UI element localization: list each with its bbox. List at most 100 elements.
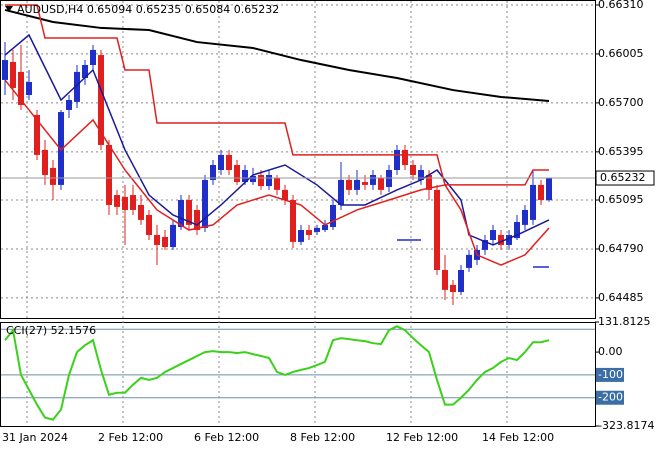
level-box: [596, 390, 624, 405]
candle-body: [202, 179, 208, 228]
candle-body: [506, 235, 512, 245]
candle-body: [538, 184, 544, 201]
y-tick-label: 131.8125: [598, 315, 651, 328]
candle-body: [330, 204, 336, 227]
candle-body: [98, 55, 104, 145]
y-tick-label: 0.65395: [598, 145, 644, 158]
candle-body: [442, 270, 448, 290]
candle-body: [362, 182, 368, 185]
candle-body: [42, 149, 48, 175]
candle-body: [18, 71, 24, 105]
candle-body: [434, 189, 440, 271]
candle-body: [162, 236, 168, 248]
x-tick-label: 6 Feb 12:00: [194, 431, 259, 444]
candle-body: [210, 165, 216, 180]
level-box: [596, 367, 624, 382]
indicator-line: [397, 239, 549, 268]
y-tick-label: 0.66005: [598, 47, 644, 60]
indicator-line: [4, 8, 550, 102]
candle-body: [122, 196, 128, 210]
candle-body: [418, 169, 424, 180]
candle-body: [514, 222, 520, 239]
candle-body: [194, 209, 200, 231]
candle-body: [58, 112, 64, 185]
candle-body: [90, 49, 96, 66]
candle-body: [546, 178, 552, 201]
candle-body: [410, 165, 416, 175]
y-tick-label: -323.8174: [598, 419, 654, 432]
candle-body: [234, 165, 240, 183]
x-tick-label: 2 Feb 12:00: [98, 431, 163, 444]
candle-body: [10, 61, 16, 88]
candle-body: [290, 200, 296, 242]
candle-body: [298, 230, 304, 242]
candle-body: [226, 154, 232, 170]
candle-body: [490, 230, 496, 240]
x-tick-label: 8 Feb 12:00: [290, 431, 355, 444]
indicator-line: [4, 33, 550, 246]
indicator-title: CCI(27) 52.1576: [6, 324, 96, 337]
candle-body: [450, 284, 456, 292]
x-tick-label: 12 Feb 12:00: [386, 431, 458, 444]
candle-body: [26, 82, 32, 96]
candle-body: [274, 178, 280, 190]
candle-body: [242, 169, 248, 183]
candle-body: [218, 154, 224, 170]
x-tick-label: 31 Jan 2024: [2, 431, 68, 444]
y-tick-label: 0.00: [598, 345, 623, 358]
candle-body: [378, 178, 384, 190]
candle-body: [402, 149, 408, 166]
y-tick-label: 0.64790: [598, 242, 644, 255]
y-tick-label: -200: [598, 391, 623, 404]
candle-body: [338, 179, 344, 205]
candle-body: [314, 227, 320, 232]
candle-body: [138, 204, 144, 220]
candle-body: [498, 235, 504, 245]
candle-body: [426, 174, 432, 190]
candle-body: [370, 174, 376, 185]
candle-body: [530, 184, 536, 220]
x-tick-label: 14 Feb 12:00: [482, 431, 554, 444]
candle-body: [266, 174, 272, 187]
candle-body: [50, 167, 56, 185]
candle-body: [394, 149, 400, 170]
candle-body: [154, 235, 160, 245]
candle-body: [466, 254, 472, 268]
candle-body: [258, 174, 264, 187]
candle-body: [2, 60, 8, 80]
candle-body: [186, 200, 192, 225]
y-tick-label: 0.66310: [598, 0, 644, 11]
candle-body: [146, 214, 152, 236]
candle-body: [130, 195, 136, 210]
indicator-line: [4, 79, 550, 266]
candle-body: [282, 189, 288, 201]
candle-body: [66, 100, 72, 110]
menu-triangle: [5, 6, 13, 12]
y-tick-label: 0.65700: [598, 96, 644, 109]
candle-body: [74, 71, 80, 102]
candle-body: [522, 209, 528, 225]
candle-body: [354, 179, 360, 190]
candle-body: [346, 179, 352, 190]
candle-body: [482, 239, 488, 250]
candle-body: [178, 200, 184, 227]
indicator-line: [5, 4, 549, 186]
y-tick-label: 0.64485: [598, 291, 644, 304]
current-price-box: [595, 170, 655, 186]
candle-body: [250, 175, 256, 183]
chart-title: AUDUSD,H4 0.65094 0.65235 0.65084 0.6523…: [17, 3, 279, 16]
candle-body: [106, 144, 112, 205]
y-tick-label: 0.65095: [598, 193, 644, 206]
price-panel: [0, 0, 596, 319]
candle-body: [458, 270, 464, 292]
current-price-label: 0.65232: [600, 171, 646, 184]
candle-body: [82, 65, 88, 79]
candle-body: [306, 230, 312, 236]
y-tick-label: -100: [598, 368, 623, 381]
cci-line: [4, 325, 550, 421]
candle-body: [114, 195, 120, 207]
candle-body: [34, 114, 40, 155]
candle-body: [322, 224, 328, 231]
candle-body: [170, 224, 176, 248]
